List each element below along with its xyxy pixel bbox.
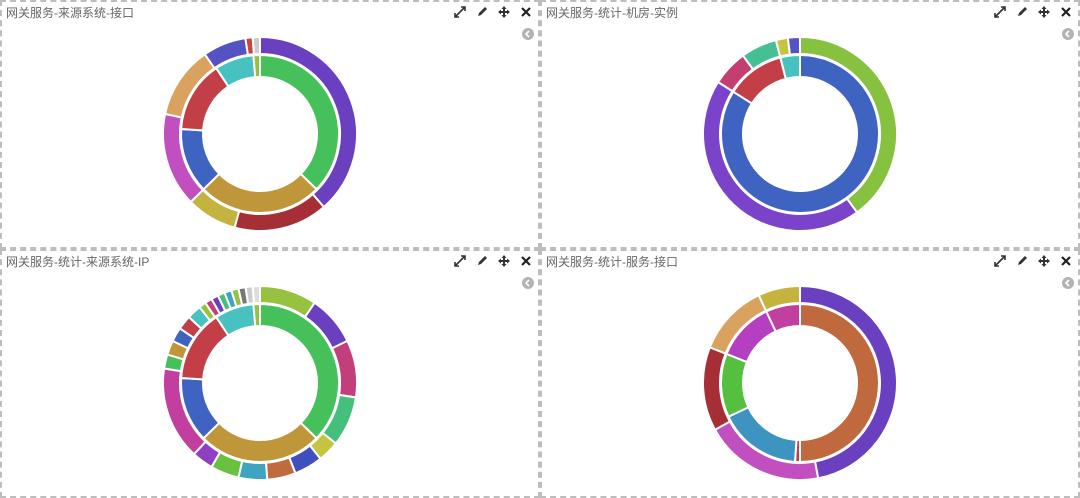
edit-icon[interactable] bbox=[1014, 4, 1030, 20]
collapse-icon[interactable] bbox=[1062, 28, 1074, 40]
collapse-icon[interactable] bbox=[1062, 277, 1074, 289]
outer-ring-slice-4[interactable] bbox=[757, 284, 801, 312]
outer-ring-slice-7[interactable] bbox=[237, 459, 269, 482]
expand-icon[interactable] bbox=[992, 253, 1008, 269]
panel-toolbar bbox=[992, 253, 1074, 269]
chart-panel: 网关服务-统计-来源系统-IP bbox=[0, 249, 540, 498]
move-icon[interactable] bbox=[496, 253, 512, 269]
close-icon[interactable] bbox=[518, 4, 534, 20]
panel-toolbar bbox=[452, 253, 534, 269]
edit-icon[interactable] bbox=[474, 4, 490, 20]
expand-icon[interactable] bbox=[452, 253, 468, 269]
chart-panel: 网关服务-统计-机房-实例 bbox=[540, 0, 1080, 249]
expand-icon[interactable] bbox=[992, 4, 1008, 20]
collapse-icon[interactable] bbox=[522, 277, 534, 289]
expand-icon[interactable] bbox=[452, 4, 468, 20]
inner-ring-slice-5[interactable] bbox=[252, 53, 261, 79]
edit-icon[interactable] bbox=[474, 253, 490, 269]
panel-toolbar bbox=[992, 4, 1074, 20]
donut-chart bbox=[162, 284, 359, 482]
close-icon[interactable] bbox=[1058, 4, 1074, 20]
inner-ring-slice-0[interactable] bbox=[720, 53, 881, 214]
donut-chart bbox=[162, 35, 358, 232]
panel-title: 网关服务-统计-服务-接口 bbox=[546, 255, 678, 269]
edit-icon[interactable] bbox=[1014, 253, 1030, 269]
outer-ring-slice-7[interactable] bbox=[251, 35, 261, 56]
move-icon[interactable] bbox=[496, 4, 512, 20]
chart-panel: 网关服务-统计-服务-接口 bbox=[540, 249, 1080, 498]
panel-title: 网关服务-统计-来源系统-IP bbox=[6, 255, 150, 269]
panel-title: 网关服务-来源系统-接口 bbox=[6, 6, 134, 20]
move-icon[interactable] bbox=[1036, 4, 1052, 20]
collapse-icon[interactable] bbox=[522, 28, 534, 40]
inner-ring-slice-0[interactable] bbox=[799, 302, 880, 464]
move-icon[interactable] bbox=[1036, 253, 1052, 269]
chart-panel: 网关服务-来源系统-接口 bbox=[0, 0, 540, 249]
inner-ring-slice-5[interactable] bbox=[252, 302, 261, 328]
outer-ring-slice-24[interactable] bbox=[251, 284, 261, 305]
outer-ring-slice-5[interactable] bbox=[786, 35, 801, 56]
donut-chart bbox=[702, 284, 898, 481]
panel-toolbar bbox=[452, 4, 534, 20]
donut-chart bbox=[702, 35, 898, 232]
inner-ring-slice-2[interactable] bbox=[779, 53, 801, 81]
close-icon[interactable] bbox=[1058, 253, 1074, 269]
panel-title: 网关服务-统计-机房-实例 bbox=[546, 6, 678, 20]
close-icon[interactable] bbox=[518, 253, 534, 269]
inner-ring-slice-3[interactable] bbox=[720, 352, 750, 418]
inner-ring-slice-5[interactable] bbox=[765, 302, 801, 333]
